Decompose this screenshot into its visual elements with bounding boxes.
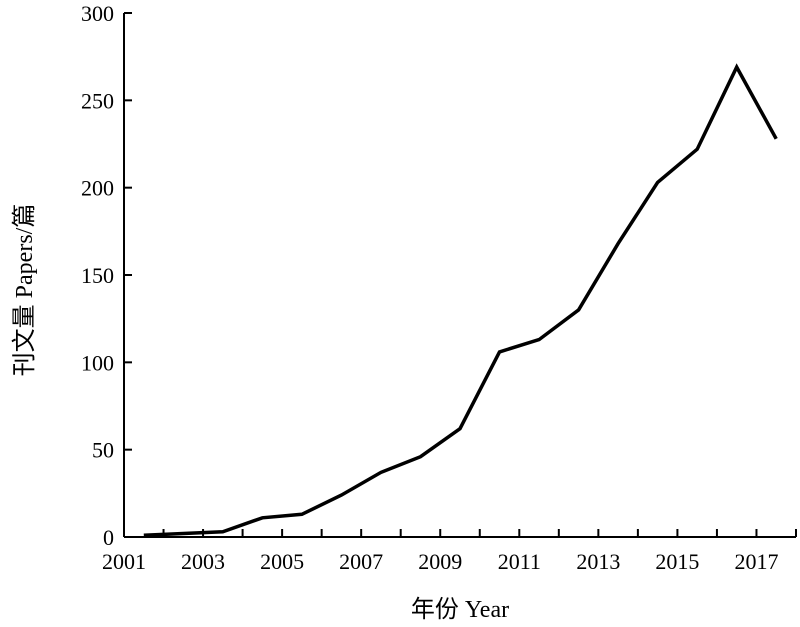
x-tick-label: 2015	[655, 549, 699, 574]
y-axis-ticks: 0 50 100 150 200 250 300	[81, 1, 132, 550]
y-tick-label: 150	[81, 263, 114, 288]
x-tick-label: 2003	[181, 549, 225, 574]
y-tick-label: 100	[81, 350, 114, 375]
x-tick-label: 2013	[576, 549, 620, 574]
y-tick-label: 200	[81, 176, 114, 201]
x-tick-label: 2007	[339, 549, 383, 574]
series-line	[143, 63, 778, 538]
y-tick-label: 50	[92, 438, 114, 463]
x-tick-label: 2001	[102, 549, 146, 574]
x-tick-label: 2011	[498, 549, 541, 574]
x-axis-title: 年份 Year	[411, 596, 509, 623]
x-tick-label: 2017	[734, 549, 778, 574]
x-tick-label: 2009	[418, 549, 462, 574]
x-tick-label: 2005	[260, 549, 304, 574]
x-axis-ticks: 2001 2003 2005 2007 2009 2011 2013 2015 2017	[102, 529, 797, 574]
y-tick-label: 300	[81, 1, 114, 26]
y-axis-title: 刊文量 Papers/篇	[11, 204, 38, 377]
y-tick-label: 250	[81, 88, 114, 113]
y-tick-label: 0	[103, 525, 114, 550]
